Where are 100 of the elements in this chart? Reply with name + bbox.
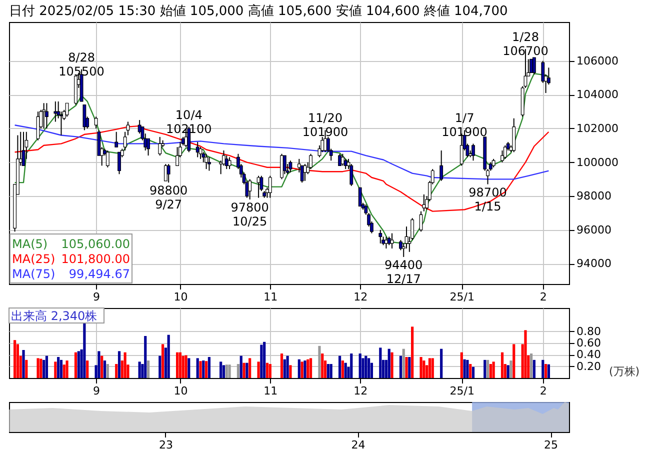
annotation: 10/4 102100 — [166, 108, 212, 136]
bar — [306, 359, 310, 378]
candlestick — [114, 131, 118, 148]
bar — [506, 365, 510, 378]
bar — [138, 362, 141, 378]
bar — [246, 362, 248, 378]
bar — [405, 357, 408, 378]
bar — [309, 358, 312, 378]
candlestick — [503, 144, 507, 160]
bar — [98, 351, 100, 378]
bar — [304, 360, 306, 378]
bar — [40, 358, 42, 378]
bar — [266, 362, 269, 378]
text: MA(5) — [12, 237, 48, 251]
text: MA(25) — [12, 252, 56, 266]
bar — [263, 342, 266, 378]
x-tick-label: 11 — [264, 290, 278, 304]
bar — [512, 344, 516, 378]
bar — [338, 356, 342, 378]
candlestick — [288, 160, 292, 173]
bar — [161, 344, 164, 378]
bar — [298, 359, 300, 378]
bar — [286, 356, 289, 378]
x-tick-label: 2 — [540, 290, 547, 304]
text: MA(75) — [12, 267, 56, 281]
bar — [77, 351, 80, 378]
candlestick — [309, 153, 312, 170]
annotation: 105,060.00 — [61, 237, 130, 251]
candlestick — [208, 156, 211, 172]
bar — [42, 360, 46, 378]
candlestick — [42, 102, 46, 129]
bar — [268, 364, 272, 378]
bar — [205, 361, 208, 378]
bar — [379, 348, 382, 378]
candlestick — [378, 229, 382, 244]
y-tick-label: 100000 — [576, 156, 618, 169]
bar — [240, 356, 242, 378]
candlestick — [164, 163, 168, 182]
candlestick — [340, 153, 344, 166]
bar — [500, 352, 504, 378]
bar — [178, 352, 182, 378]
bar — [472, 366, 475, 378]
candlestick — [196, 142, 200, 158]
y-tick-label: 0.80 — [576, 324, 601, 338]
bar — [202, 360, 205, 378]
candlestick — [106, 150, 110, 168]
bar — [350, 354, 353, 378]
bar — [16, 344, 20, 378]
bar — [390, 352, 394, 378]
bar — [60, 360, 63, 378]
y-tick-label: 106000 — [576, 54, 618, 68]
bar — [486, 360, 490, 378]
bar — [176, 352, 179, 378]
bar — [321, 354, 324, 378]
bar — [124, 352, 126, 378]
x-tick-label: 23 — [158, 438, 173, 452]
candlestick — [248, 178, 252, 200]
bar — [280, 354, 284, 378]
bar — [222, 365, 226, 378]
x-tick-label: 25/1 — [450, 290, 474, 304]
bar — [466, 360, 469, 378]
bar — [220, 362, 222, 378]
bar — [530, 354, 533, 378]
y-axis-title: (万株) — [609, 365, 640, 378]
bar — [22, 350, 25, 378]
candlestick — [422, 194, 426, 212]
bar — [300, 362, 304, 378]
bar — [358, 354, 362, 378]
y-tick-label: 0.60 — [576, 336, 601, 350]
bar — [484, 360, 486, 378]
annotation: 94400 12/17 — [384, 258, 423, 286]
candlestick — [282, 155, 286, 175]
y-tick-label: 96000 — [576, 223, 612, 236]
bar — [45, 356, 48, 378]
bar — [248, 358, 252, 378]
candlestick — [384, 236, 388, 250]
annotation: 98800 9/27 — [149, 184, 188, 212]
bar — [54, 362, 57, 378]
bar — [344, 362, 347, 378]
candlestick — [166, 163, 170, 184]
x-tick-label: 9 — [93, 290, 100, 304]
candlestick — [158, 136, 162, 156]
x-tick-label: 25/1 — [450, 384, 474, 398]
bar — [330, 364, 332, 378]
bar — [492, 362, 495, 378]
bar — [74, 352, 78, 378]
bar — [524, 330, 527, 378]
bar — [364, 356, 368, 378]
bar — [428, 358, 432, 378]
bar — [257, 362, 260, 378]
bar — [236, 364, 240, 378]
bar — [399, 356, 402, 378]
bar — [422, 360, 426, 378]
bar — [489, 364, 492, 378]
x-tick-label: 2 — [540, 384, 547, 398]
bar — [510, 360, 512, 378]
annotation: 99,494.67 — [68, 267, 130, 281]
bar — [158, 356, 162, 378]
candlestick — [440, 150, 444, 182]
bar — [144, 336, 147, 378]
